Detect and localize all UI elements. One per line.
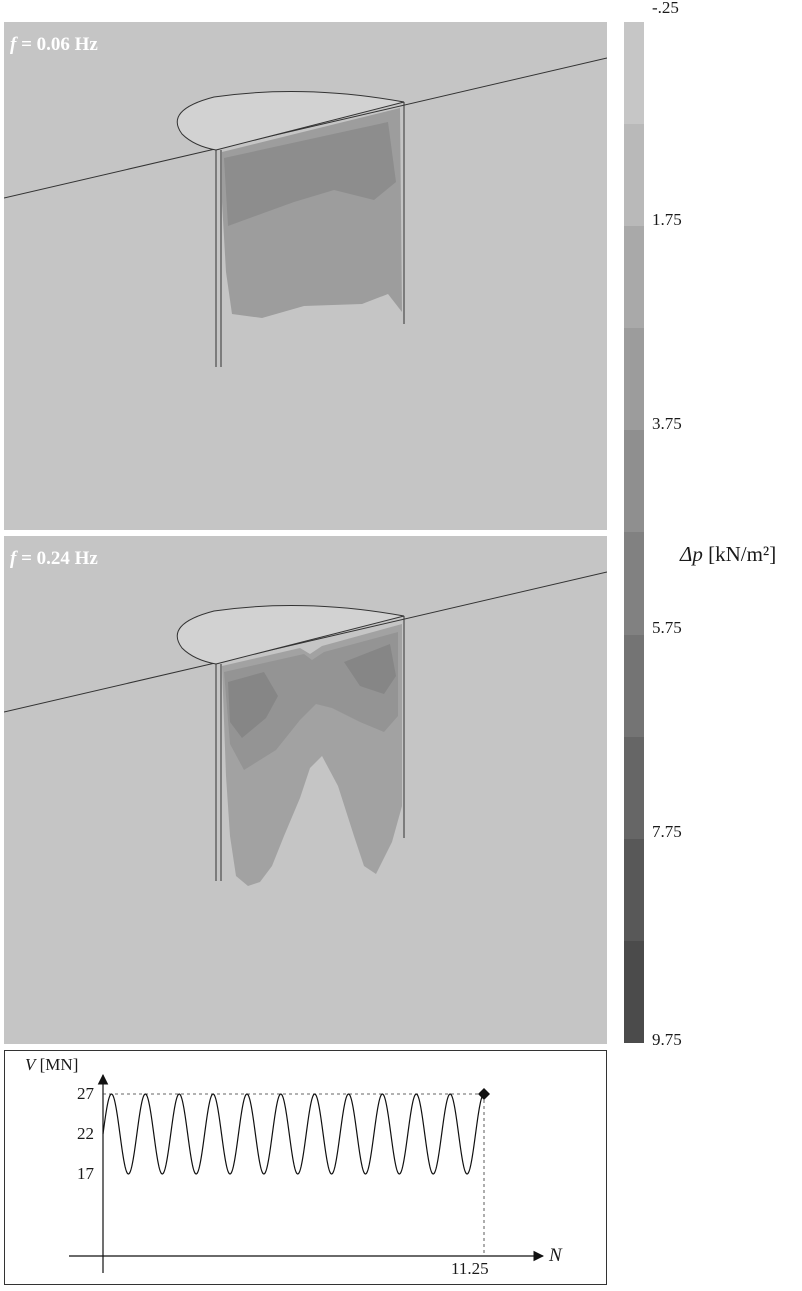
pressure-zone-inner bbox=[224, 122, 396, 226]
y-tick: 17 bbox=[77, 1164, 94, 1183]
seabed-line bbox=[4, 571, 607, 713]
color-band bbox=[624, 430, 644, 533]
color-band bbox=[624, 532, 644, 635]
color-band bbox=[624, 22, 644, 125]
legend-tick: 9.75 bbox=[652, 1030, 682, 1049]
bucket-lid bbox=[176, 605, 405, 665]
color-band bbox=[624, 226, 644, 329]
color-band bbox=[624, 124, 644, 227]
bucket-lid bbox=[176, 91, 405, 151]
legend-tick: -.25 bbox=[652, 0, 679, 17]
color-band bbox=[624, 736, 644, 839]
frequency-label: f = 0.24 Hz bbox=[10, 548, 98, 569]
contour-plot-1 bbox=[4, 57, 607, 367]
pressure-zone-core-right bbox=[344, 644, 396, 694]
legend-tick: 7.75 bbox=[652, 822, 682, 841]
load-history-graph: V [MN] 27 22 17 11.25 N bbox=[4, 1050, 607, 1285]
contour-panel-low-frequency: f = 0.06 Hz bbox=[4, 22, 607, 530]
legend-tick: 5.75 bbox=[652, 618, 682, 637]
contour-plot-2 bbox=[4, 571, 607, 886]
load-wave bbox=[102, 1093, 485, 1175]
legend-tick: 3.75 bbox=[652, 414, 682, 433]
y-tick: 27 bbox=[77, 1084, 94, 1103]
legend-title: Δp [kN/m²] bbox=[680, 542, 777, 566]
load-history-plot bbox=[69, 1073, 545, 1273]
frequency-label: f = 0.06 Hz bbox=[10, 34, 98, 55]
x-axis-label: N bbox=[549, 1245, 562, 1266]
color-band bbox=[624, 328, 644, 431]
color-band bbox=[624, 838, 644, 941]
legend-tick: 1.75 bbox=[652, 210, 682, 229]
contour-panel-high-frequency: f = 0.24 Hz bbox=[4, 536, 607, 1044]
color-scale-bar bbox=[624, 22, 644, 1043]
y-axis-label: V [MN] bbox=[25, 1055, 79, 1074]
end-point-marker bbox=[478, 1088, 490, 1100]
color-band bbox=[624, 940, 644, 1043]
pressure-zone-core-left bbox=[228, 672, 278, 738]
seabed-line bbox=[4, 57, 607, 199]
y-tick: 22 bbox=[77, 1124, 94, 1143]
color-band bbox=[624, 634, 644, 737]
x-tick: 11.25 bbox=[451, 1259, 489, 1278]
